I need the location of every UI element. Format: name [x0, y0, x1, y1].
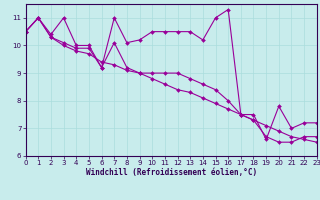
X-axis label: Windchill (Refroidissement éolien,°C): Windchill (Refroidissement éolien,°C): [86, 168, 257, 177]
